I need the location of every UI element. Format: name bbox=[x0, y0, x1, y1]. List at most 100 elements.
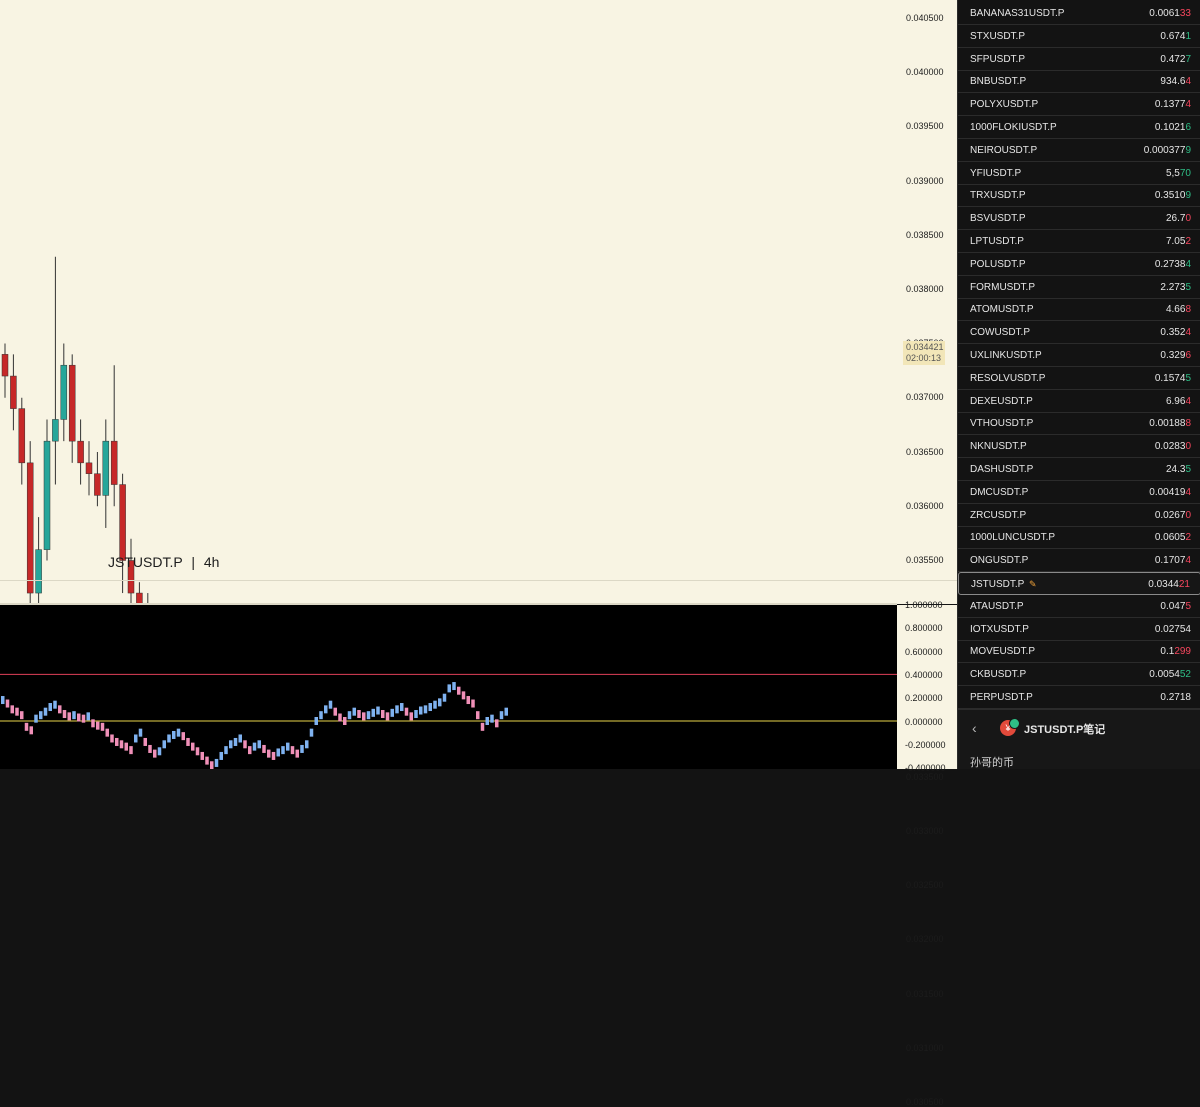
watchlist-row-atausdt-p[interactable]: ATAUSDT.P 0.0475 bbox=[958, 595, 1200, 618]
watchlist-row-sfpusdt-p[interactable]: SFPUSDT.P 0.4727 bbox=[958, 48, 1200, 71]
watchlist-row-nknusdt-p[interactable]: NKNUSDT.P 0.02830 bbox=[958, 435, 1200, 459]
watchlist-row-atomusdt-p[interactable]: ATOMUSDT.P 4.668 bbox=[958, 298, 1200, 322]
oscillator-bar bbox=[281, 746, 285, 755]
candle-body bbox=[85, 462, 93, 474]
oscillator-bar bbox=[309, 728, 314, 737]
watchlist-row-1000flokiusdt-p[interactable]: 1000FLOKIUSDT.P 0.10216 bbox=[958, 116, 1200, 139]
watchlist-symbol: COWUSDT.P bbox=[970, 327, 1030, 339]
watchlist-row-bnbusdt-p[interactable]: BNBUSDT.P 934.64 bbox=[958, 70, 1200, 94]
current-price-tag: 0.034421 02:00:13 bbox=[903, 341, 945, 365]
watchlist-symbol: 1000FLOKIUSDT.P bbox=[970, 122, 1057, 133]
watchlist-price: 0.0475 bbox=[1160, 601, 1191, 612]
watchlist-price-tail: 4 bbox=[1185, 258, 1191, 270]
watchlist-symbol: RESOLVUSDT.P bbox=[970, 372, 1046, 384]
watchlist-price-main: 0.0054 bbox=[1149, 669, 1180, 681]
watchlist-row-yfiusdt-p[interactable]: YFIUSDT.P 5,570 bbox=[958, 162, 1200, 185]
watchlist-row-bananas31usdt-p[interactable]: BANANAS31USDT.P 0.006133 bbox=[958, 2, 1200, 25]
oscillator-bar bbox=[229, 740, 233, 749]
watchlist-row-ckbusdt-p[interactable]: CKBUSDT.P 0.005452 bbox=[958, 663, 1200, 687]
watchlist-row-zrcusdt-p[interactable]: ZRCUSDT.P 0.02670 bbox=[958, 504, 1200, 527]
watchlist-row-polyxusdt-p[interactable]: POLYXUSDT.P 0.13774 bbox=[958, 93, 1200, 117]
watchlist-price-main: 0.674 bbox=[1160, 30, 1186, 42]
watchlist-price-main: 0.2718 bbox=[1160, 692, 1191, 703]
watchlist-price-tail: 4 bbox=[1185, 395, 1191, 407]
watchlist-symbol: POLUSDT.P bbox=[970, 258, 1026, 270]
watchlist-row-dexeusdt-p[interactable]: DEXEUSDT.P 6.964 bbox=[958, 390, 1200, 413]
oscillator-pane[interactable] bbox=[0, 605, 897, 770]
watchlist-row-cowusdt-p[interactable]: COWUSDT.P 0.3524 bbox=[958, 321, 1200, 345]
oscillator-canvas[interactable] bbox=[0, 605, 897, 770]
oscillator-bar bbox=[129, 746, 133, 755]
price-chart-canvas[interactable] bbox=[0, 0, 957, 604]
oscillator-bar bbox=[191, 742, 195, 751]
watchlist-price-tail: 9 bbox=[1185, 144, 1191, 156]
watchlist-price-main: 0.1 bbox=[1160, 646, 1175, 658]
watchlist-price: 0.3524 bbox=[1160, 327, 1191, 338]
watchlist-price-tail: 0 bbox=[1185, 213, 1191, 225]
watchlist-price-main: 0.02754 bbox=[1154, 623, 1191, 635]
watchlist-symbol: ATAUSDT.P bbox=[970, 600, 1024, 612]
oscillator-bar bbox=[447, 684, 451, 693]
watchlist-row-perpusdt-p[interactable]: PERPUSDT.P 0.2718 bbox=[958, 686, 1200, 709]
oscillator-bar bbox=[62, 710, 67, 719]
watchlist-price-tail: 4 bbox=[1185, 99, 1191, 111]
watchlist-price-tail: 4 bbox=[1185, 555, 1191, 567]
watchlist-row-1000luncusdt-p[interactable]: 1000LUNCUSDT.P 0.06052 bbox=[958, 526, 1200, 550]
watchlist-price-main: 0.1707 bbox=[1154, 555, 1186, 567]
watchlist-row-iotxusdt-p[interactable]: IOTXUSDT.P 0.02754 bbox=[958, 618, 1200, 641]
oscillator-bar bbox=[233, 737, 238, 746]
oscillator-axis[interactable] bbox=[897, 605, 957, 769]
edit-note-icon[interactable]: ✎ bbox=[1029, 579, 1037, 589]
watchlist-row-polusdt-p[interactable]: POLUSDT.P 0.27384 bbox=[958, 253, 1200, 276]
watchlist-row-bsvusdt-p[interactable]: BSVUSDT.P 26.70 bbox=[958, 207, 1200, 231]
watchlist-row-moveusdt-p[interactable]: MOVEUSDT.P 0.1299 bbox=[958, 640, 1200, 664]
watchlist-price-tail: 6 bbox=[1185, 122, 1191, 133]
watchlist-row-lptusdt-p[interactable]: LPTUSDT.P 7.052 bbox=[958, 230, 1200, 253]
oscillator-bar bbox=[153, 749, 157, 758]
oscillator-bar bbox=[143, 737, 147, 746]
watchlist-row-vthousdt-p[interactable]: VTHOUSDT.P 0.001888 bbox=[958, 412, 1200, 436]
oscillator-bar bbox=[371, 708, 375, 717]
chart-symbol-title: JSTUSDT.P | 4h bbox=[108, 554, 219, 570]
chart-interval-label: 4h bbox=[203, 554, 220, 570]
chevron-left-icon[interactable]: ‹ bbox=[972, 720, 977, 736]
oscillator-bar bbox=[276, 748, 280, 757]
watchlist-row-uxlinkusdt-p[interactable]: UXLINKUSDT.P 0.3296 bbox=[958, 344, 1200, 367]
oscillator-bar bbox=[300, 744, 304, 753]
oscillator-bar bbox=[333, 707, 337, 716]
watchlist-row-resolvusdt-p[interactable]: RESOLVUSDT.P 0.15745 bbox=[958, 367, 1200, 390]
watchlist-row-dmcusdt-p[interactable]: DMCUSDT.P 0.004194 bbox=[958, 481, 1200, 504]
pane-resize-handle[interactable] bbox=[0, 603, 897, 605]
oscillator-bar bbox=[461, 691, 466, 700]
oscillator-bar bbox=[148, 744, 152, 753]
watchlist-row-ongusdt-p[interactable]: ONGUSDT.P 0.17074 bbox=[958, 549, 1200, 573]
watchlist-panel: BANANAS31USDT.P 0.006133 STXUSDT.P 0.6741 SF… bbox=[957, 0, 1200, 769]
watchlist-row-jstusdt-p[interactable]: JSTUSDT.P ✎ 0.034421 bbox=[958, 572, 1200, 595]
watchlist-row-formusdt-p[interactable]: FORMUSDT.P 2.2735 bbox=[958, 276, 1200, 299]
oscillator-bar bbox=[404, 707, 409, 716]
oscillator-bar bbox=[162, 740, 166, 749]
oscillator-bar bbox=[1, 696, 5, 705]
watchlist-row-neirousdt-p[interactable]: NEIROUSDT.P 0.0003779 bbox=[958, 139, 1200, 162]
watchlist-row-stxusdt-p[interactable]: STXUSDT.P 0.6741 bbox=[958, 25, 1200, 48]
avatar-badge bbox=[1009, 718, 1020, 729]
watchlist-price-main: 0.0605 bbox=[1154, 532, 1186, 544]
watchlist-price-tail: 2 bbox=[1185, 532, 1191, 544]
candle bbox=[26, 441, 34, 604]
oscillator-bar bbox=[381, 710, 385, 719]
watchlist-symbol: POLYXUSDT.P bbox=[970, 99, 1039, 111]
watchlist-symbol: YFIUSDT.P bbox=[970, 167, 1022, 179]
watchlist-symbol: PERPUSDT.P bbox=[970, 692, 1033, 703]
oscillator-bar bbox=[67, 712, 71, 721]
oscillator-bar bbox=[124, 742, 128, 751]
oscillator-tick-label: 0.200000 bbox=[905, 693, 943, 704]
candle-body bbox=[52, 419, 59, 442]
price-chart-pane[interactable]: 0.040500 0.040000 0.039500 0.039000 0.038500… bbox=[0, 0, 957, 1107]
oscillator-bar bbox=[409, 712, 413, 721]
price-tick-label: 0.038500 bbox=[906, 229, 944, 240]
oscillator-tick-label: -0.200000 bbox=[905, 739, 946, 750]
watchlist-row-trxusdt-p[interactable]: TRXUSDT.P 0.35109 bbox=[958, 184, 1200, 208]
watchlist-price: 0.0003779 bbox=[1144, 145, 1191, 156]
oscillator-bar bbox=[48, 703, 52, 712]
watchlist-row-dashusdt-p[interactable]: DASHUSDT.P 24.35 bbox=[958, 458, 1200, 481]
